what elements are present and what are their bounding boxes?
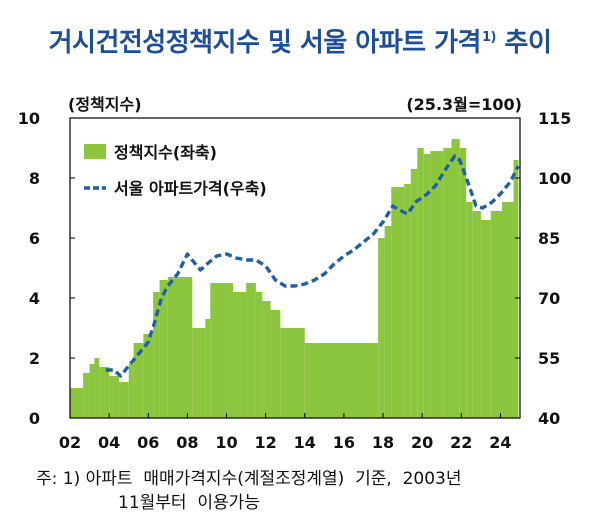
policy-index-bar — [226, 283, 233, 418]
left-tick-label: 0 — [29, 409, 40, 428]
policy-index-bar — [143, 334, 154, 418]
footnote-line-2: 11월부터 이용가능 — [118, 493, 260, 513]
legend-bar-swatch — [84, 144, 106, 159]
policy-index-bar — [128, 364, 134, 418]
policy-index-bar — [490, 211, 502, 418]
left-tick-label: 10 — [18, 109, 40, 128]
chart-title-tail: 추이 — [495, 28, 552, 58]
policy-index-bar — [417, 148, 424, 418]
x-tick-label: 06 — [137, 433, 159, 452]
policy-index-bar — [423, 154, 431, 418]
policy-index-bar — [480, 220, 491, 418]
x-tick-label: 02 — [59, 433, 81, 452]
left-axis-label: (정책지수) — [68, 95, 142, 114]
x-tick-label: 14 — [294, 433, 316, 452]
right-tick-label: 40 — [538, 409, 560, 428]
footnote-line-1: 주: 1) 아파트 매매가격지수(계절조정계열) 기준, 2003년 — [36, 469, 462, 489]
right-tick-label: 55 — [538, 349, 560, 368]
policy-index-bar — [378, 238, 385, 418]
policy-index-bar — [232, 292, 247, 418]
policy-index-bar — [192, 328, 206, 418]
policy-index-bar — [133, 343, 144, 418]
policy-index-bar — [70, 388, 84, 418]
policy-index-bar — [159, 280, 168, 418]
left-tick-label: 2 — [29, 349, 40, 368]
right-tick-label: 70 — [538, 289, 560, 308]
right-axis-label: (25.3월=100) — [406, 95, 522, 114]
policy-index-bar — [280, 328, 305, 418]
seoul-apt-price-line — [105, 154, 520, 378]
policy-index-bar — [182, 277, 193, 418]
x-tick-label: 04 — [98, 433, 120, 452]
policy-index-bar — [246, 283, 256, 418]
policy-index-bar — [430, 151, 444, 418]
left-tick-label: 4 — [29, 289, 40, 308]
right-tick-label: 115 — [538, 109, 571, 128]
policy-index-bar — [89, 364, 95, 418]
policy-index-bar — [513, 160, 519, 418]
policy-index-bar — [109, 376, 119, 418]
x-tick-label: 18 — [372, 433, 394, 452]
policy-index-bar — [270, 310, 281, 418]
x-tick-label: 22 — [450, 433, 472, 452]
chart-title-footnote-mark: 1) — [481, 30, 497, 46]
right-tick-label: 100 — [538, 169, 571, 188]
policy-index-bar — [94, 358, 100, 418]
x-tick-label: 20 — [411, 433, 433, 452]
plot-frame — [69, 117, 521, 419]
policy-index-bar — [502, 202, 514, 418]
chart-title: 거시건전성정책지수 및 서울 아파트 가격1) 추이 — [0, 22, 600, 59]
policy-index-bar — [205, 319, 211, 418]
x-tick-label: 24 — [489, 433, 511, 452]
legend-bar-label: 정책지수(좌축) — [114, 143, 217, 162]
policy-index-bar — [153, 292, 160, 418]
policy-index-bar — [118, 382, 129, 418]
chart-title-main: 거시건전성정책지수 및 서울 아파트 가격 — [48, 28, 482, 58]
policy-index-bar — [262, 301, 271, 418]
left-tick-label: 6 — [29, 229, 40, 248]
left-tick-label: 8 — [29, 169, 40, 188]
policy-index-bar — [459, 148, 467, 418]
legend-line-label: 서울 아파트가격(우축) — [114, 179, 267, 198]
x-tick-label: 16 — [333, 433, 355, 452]
x-tick-label: 12 — [255, 433, 277, 452]
policy-index-bar — [384, 226, 392, 418]
x-tick-label: 08 — [176, 433, 198, 452]
policy-index-bar — [210, 283, 227, 418]
policy-index-bar — [391, 187, 405, 418]
policy-index-bar — [443, 148, 452, 418]
policy-index-bar — [472, 211, 481, 418]
policy-index-bar — [99, 367, 110, 418]
policy-index-bar — [410, 169, 418, 418]
policy-index-bar — [167, 277, 183, 418]
policy-index-bar — [466, 202, 473, 418]
policy-index-bar — [83, 373, 90, 418]
policy-index-bar — [404, 184, 411, 418]
right-tick-label: 85 — [538, 229, 560, 248]
policy-index-bar — [255, 292, 263, 418]
policy-index-bar — [304, 343, 379, 418]
x-tick-label: 10 — [215, 433, 237, 452]
policy-index-bar — [451, 139, 460, 418]
